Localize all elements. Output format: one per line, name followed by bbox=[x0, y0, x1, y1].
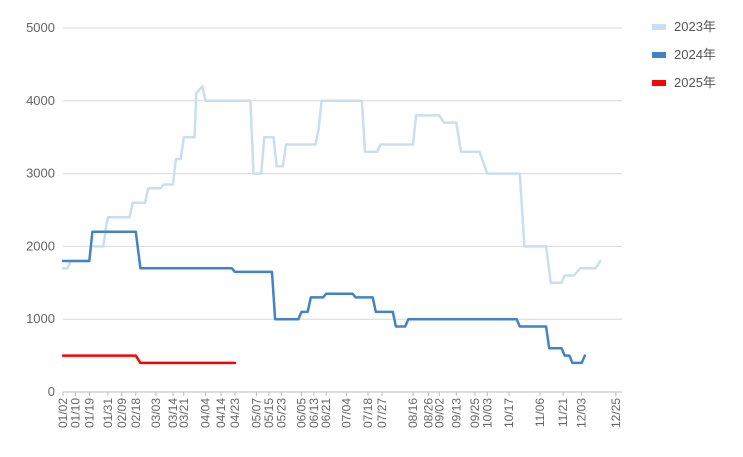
x-tick-label: 10/17 bbox=[502, 398, 516, 428]
x-tick-label: 02/09 bbox=[115, 398, 129, 428]
legend-label: 2024年 bbox=[674, 47, 716, 62]
x-tick-label: 12/25 bbox=[609, 398, 623, 428]
y-tick-label: 5000 bbox=[26, 20, 55, 35]
x-tick-label: 02/18 bbox=[129, 398, 143, 428]
legend-swatch bbox=[652, 52, 666, 58]
x-tick-label: 05/07 bbox=[250, 398, 264, 428]
x-tick-label: 09/25 bbox=[468, 398, 482, 428]
legend-label: 2025年 bbox=[674, 75, 716, 90]
legend: 2023年 2024年 2025年 bbox=[652, 19, 716, 90]
y-tick-label: 1000 bbox=[26, 311, 55, 326]
legend-swatch bbox=[652, 80, 666, 86]
x-tick-label: 07/04 bbox=[339, 398, 353, 428]
x-tick-label: 06/13 bbox=[307, 398, 321, 428]
legend-swatch bbox=[652, 24, 666, 30]
legend-label: 2023年 bbox=[674, 19, 716, 34]
x-tick-label: 04/04 bbox=[198, 398, 212, 428]
x-tick-label: 12/03 bbox=[575, 398, 589, 428]
x-tick-label: 06/21 bbox=[319, 398, 333, 428]
x-tick-label: 07/18 bbox=[361, 398, 375, 428]
x-tick-label: 01/19 bbox=[82, 398, 96, 428]
x-tick-label: 03/14 bbox=[166, 398, 180, 428]
grid-layer bbox=[63, 27, 622, 393]
x-tick-label: 07/27 bbox=[375, 398, 389, 428]
x-tick-label: 08/26 bbox=[421, 398, 435, 428]
x-tick-label: 03/03 bbox=[149, 398, 163, 428]
x-tick-label: 04/23 bbox=[228, 398, 242, 428]
series-line-1 bbox=[61, 84, 602, 285]
y-tick-label: 4000 bbox=[26, 93, 55, 108]
x-tick-label: 11/21 bbox=[556, 398, 570, 427]
x-tick-label: 09/13 bbox=[449, 398, 463, 428]
x-tick-label: 01/10 bbox=[68, 398, 82, 428]
x-tick-label: 05/23 bbox=[274, 398, 288, 428]
x-tick-label: 06/05 bbox=[294, 398, 308, 428]
series-line-3 bbox=[61, 354, 237, 365]
x-tick-label: 01/31 bbox=[101, 398, 115, 428]
x-tick-label: 01/02 bbox=[56, 398, 70, 428]
y-tick-label: 2000 bbox=[26, 238, 55, 253]
y-tick-label: 0 bbox=[48, 384, 55, 399]
series-line-2 bbox=[61, 230, 587, 365]
x-tick-label: 11/06 bbox=[533, 398, 547, 427]
x-tick-label: 05/15 bbox=[262, 398, 276, 428]
y-tick-label: 3000 bbox=[26, 166, 55, 181]
x-tick-label: 04/14 bbox=[214, 398, 228, 428]
x-tick-label: 09/02 bbox=[432, 398, 446, 428]
x-tick-label: 10/03 bbox=[480, 398, 494, 428]
series-layer bbox=[61, 84, 602, 365]
x-tick-label: 08/16 bbox=[406, 398, 420, 428]
x-tick-label: 03/21 bbox=[177, 398, 191, 428]
